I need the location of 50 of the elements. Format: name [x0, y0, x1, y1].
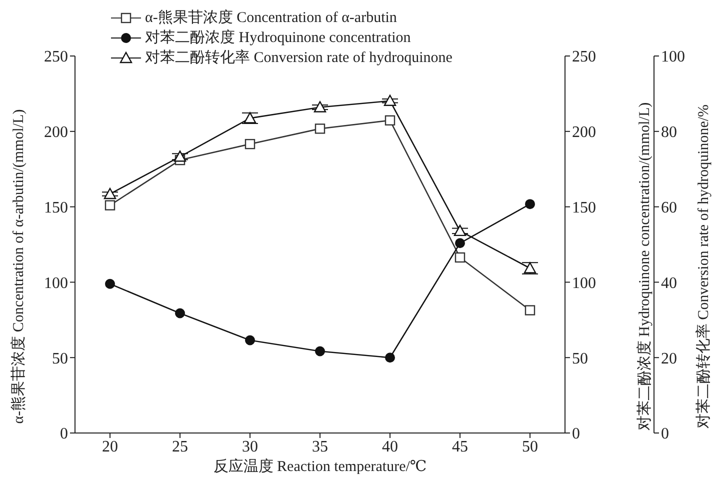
- point: [245, 335, 255, 346]
- legend-label: 对苯二酚转化率 Conversion rate of hydroquinone: [145, 48, 452, 68]
- x-tick-label: 25: [172, 438, 188, 456]
- y3-axis-title: 对苯二酚转化率 Conversion rate of hydroquinone/%: [695, 104, 712, 429]
- y2-tick-label: 150: [572, 199, 596, 216]
- x-tick-label: 35: [312, 438, 328, 456]
- point: [315, 346, 325, 356]
- x-tick-label: 40: [382, 438, 398, 456]
- point: [384, 94, 396, 106]
- x-tick-label: 30: [242, 438, 258, 456]
- point: [454, 224, 466, 236]
- y-tick-label: 200: [44, 124, 68, 142]
- point: [244, 138, 256, 150]
- y2-tick-label: 100: [572, 274, 596, 292]
- x-tick-label: 20: [102, 438, 118, 456]
- point: [314, 124, 326, 134]
- y2-axis-title: 对苯二酚浓度 Hydroquinone concentration/(mmol/L): [636, 102, 653, 431]
- y-tick-label: 100: [44, 274, 68, 292]
- y3-tick-label: 60: [661, 199, 677, 216]
- y-tick-label: 150: [44, 199, 68, 216]
- legend-label: α-熊果苷浓度 Concentration of α-arbutin: [145, 8, 397, 28]
- y2-tick-label: 50: [572, 350, 588, 368]
- y3-tick-label: 100: [661, 48, 685, 66]
- point: [174, 150, 186, 162]
- x-tick-label: 50: [522, 438, 538, 456]
- legend-label: 对苯二酚浓度 Hydroquinone concentration: [145, 28, 411, 48]
- y-tick-label: 250: [44, 48, 68, 66]
- y3-tick-label: 20: [661, 350, 677, 368]
- point: [455, 238, 465, 248]
- point: [104, 188, 116, 200]
- y3-tick-label: 40: [661, 274, 677, 292]
- x-axis-title: 反应温度 Reaction temperature/℃: [213, 458, 427, 475]
- x-tick-label: 45: [452, 438, 468, 456]
- point: [384, 115, 396, 126]
- y-tick-label: 0: [60, 426, 68, 443]
- point: [314, 101, 326, 112]
- y3-tick-label: 80: [661, 124, 677, 142]
- y-tick-label: 50: [52, 350, 68, 368]
- point: [175, 308, 185, 318]
- y2-tick-label: 200: [572, 124, 596, 142]
- y-axis-title: α-熊果苷浓度 Concentration of α-arbutin/(mmol/L): [10, 109, 27, 424]
- y3-tick-label: 0: [661, 426, 669, 443]
- point: [524, 305, 536, 316]
- point: [385, 352, 395, 363]
- y2-tick-label: 0: [572, 426, 580, 443]
- y2-tick-label: 250: [572, 48, 596, 66]
- point: [525, 199, 535, 210]
- point: [104, 200, 116, 210]
- point: [454, 252, 466, 263]
- point: [105, 278, 115, 289]
